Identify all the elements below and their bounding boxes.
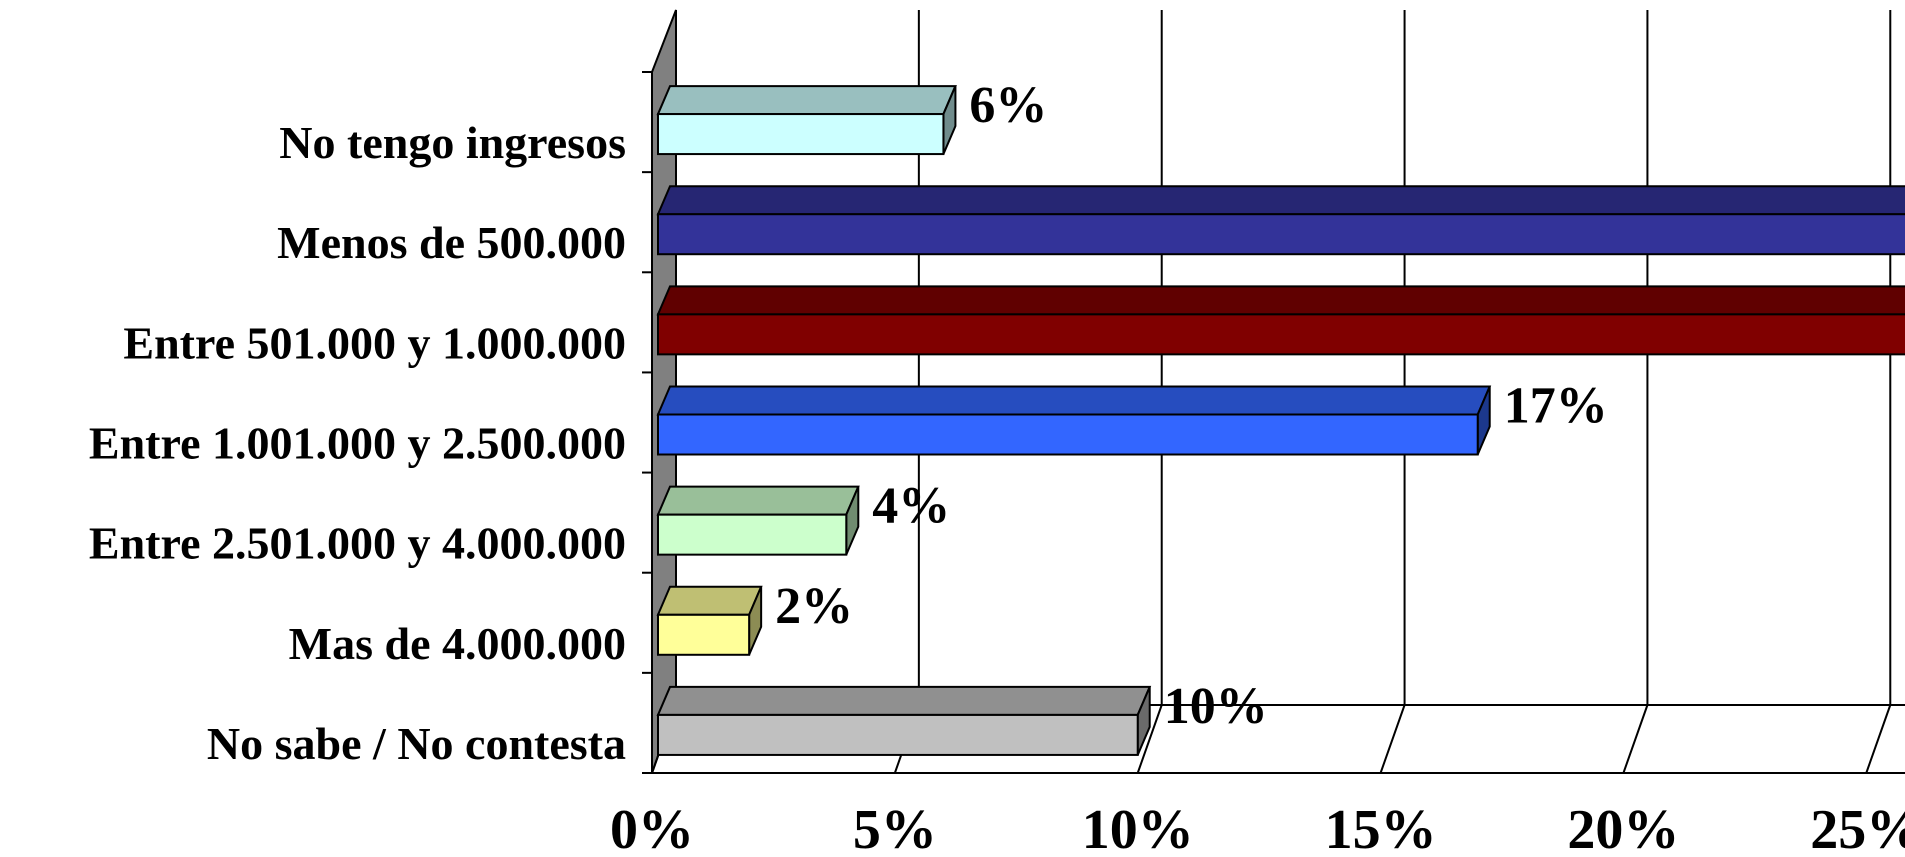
bar <box>657 513 848 556</box>
category-label: Mas de 4.000.000 <box>289 618 626 669</box>
x-tick-label: 5% <box>853 799 937 857</box>
category-label: Entre 501.000 y 1.000.000 <box>123 317 626 368</box>
category-label: Entre 2.501.000 y 4.000.000 <box>89 518 626 569</box>
x-tick-label: 15% <box>1325 799 1437 857</box>
bar <box>657 413 1479 456</box>
x-tick-label: 10% <box>1082 799 1194 857</box>
data-label: 10% <box>1164 678 1268 735</box>
x-tick-label: 20% <box>1567 799 1679 857</box>
data-label: 6% <box>969 77 1047 134</box>
bar-top-face <box>656 685 1152 716</box>
gridline-floor <box>1136 704 1163 774</box>
category-label: No sabe / No contesta <box>207 718 626 769</box>
bar <box>657 613 751 656</box>
gridline-floor <box>1865 704 1892 774</box>
category-label: Menos de 500.000 <box>277 217 626 268</box>
data-label: 4% <box>872 478 950 535</box>
bar-top-face <box>656 485 860 516</box>
bar-top-face <box>656 285 1905 316</box>
bar-top-face <box>656 85 957 116</box>
bar <box>657 213 1905 256</box>
category-label: No tengo ingresos <box>279 117 626 168</box>
x-tick-label: 25% <box>1810 799 1905 857</box>
bar <box>657 713 1139 756</box>
data-label: 2% <box>775 578 853 635</box>
category-label: Entre 1.001.000 y 2.500.000 <box>89 418 626 469</box>
x-tick-label: 0% <box>610 799 694 857</box>
bar <box>657 313 1905 356</box>
bar-top-face <box>656 585 763 616</box>
bar-top-face <box>656 185 1905 216</box>
data-label: 17% <box>1504 378 1608 435</box>
gridline-floor <box>1379 704 1406 774</box>
bar <box>657 113 945 156</box>
gridline-floor <box>1622 704 1649 774</box>
bar-top-face <box>656 385 1492 416</box>
